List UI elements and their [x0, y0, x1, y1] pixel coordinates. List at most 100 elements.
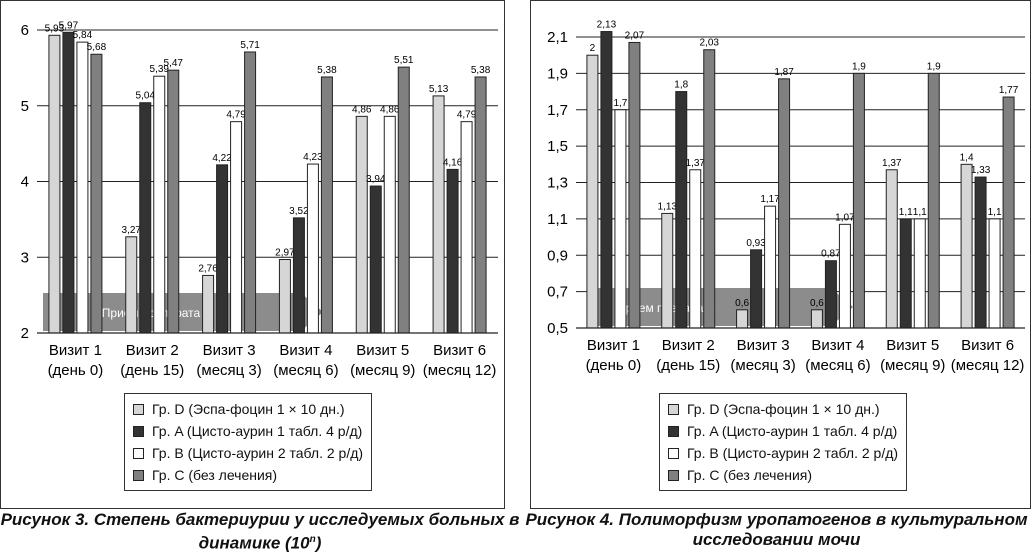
data-label: 2,97 — [275, 248, 295, 259]
data-label: 5,47 — [164, 58, 184, 69]
bar — [48, 34, 61, 334]
x-category-label: Визит 5 — [356, 342, 409, 359]
data-label: 1,4 — [960, 152, 974, 163]
bar — [600, 31, 613, 329]
y-tick-label: 0,5 — [547, 320, 568, 337]
bar — [810, 309, 823, 329]
legend-label: Гр. C (без лечения) — [687, 467, 813, 483]
bar — [689, 169, 702, 329]
bar — [153, 75, 166, 334]
caption-text: Рисунок 3. Степень бактериурии у исследу… — [0, 510, 520, 553]
bar — [397, 66, 410, 334]
x-category-label: (месяц 12) — [423, 362, 497, 379]
caption-text-end: ) — [315, 533, 322, 553]
y-tick-label: 5 — [21, 98, 29, 115]
bar — [76, 41, 89, 334]
data-label: 5,04 — [136, 91, 156, 102]
bar — [369, 185, 382, 334]
data-label: 5,93 — [45, 23, 65, 34]
bar — [703, 49, 716, 329]
data-label: 5,13 — [429, 84, 449, 95]
bar — [125, 236, 138, 334]
bar — [383, 115, 396, 334]
caption-superscript: n — [309, 534, 316, 545]
x-category-label: (день 0) — [48, 362, 104, 379]
data-label: 4,23 — [303, 152, 323, 163]
data-label: 0,6 — [735, 298, 749, 309]
x-category-label: Визит 2 — [662, 337, 715, 354]
legend-swatch — [133, 403, 144, 415]
legend-swatch — [668, 447, 679, 459]
bar — [614, 109, 627, 329]
x-category-label: Визит 1 — [49, 342, 102, 359]
bar — [885, 169, 898, 329]
data-label: 2,76 — [198, 263, 218, 274]
x-category-label: (месяц 6) — [273, 362, 338, 379]
bar — [432, 95, 445, 334]
data-label: 0,93 — [746, 238, 766, 249]
bar — [974, 176, 987, 329]
bar — [320, 76, 333, 334]
figure-caption-4: Рисунок 4. Полиморфизм уропатогенов в ку… — [520, 510, 1033, 550]
y-tick-label: 4 — [21, 174, 29, 191]
bar — [202, 274, 215, 334]
legend-label: Гр. C (без лечения) — [152, 467, 278, 483]
chart-panel-polymorphism: 0,50,70,91,11,31,51,71,92,1Прием препара… — [530, 0, 1031, 509]
legend-swatch — [133, 425, 144, 437]
data-label: 1,1 — [913, 207, 927, 218]
y-tick-label: 1,3 — [547, 175, 568, 192]
y-tick-label: 1,9 — [547, 65, 568, 82]
data-label: 1,7 — [613, 98, 627, 109]
bar — [824, 260, 837, 329]
legend: Гр. D (Эспа-фоцин 1 × 10 дн.) Гр. A (Цист… — [659, 393, 908, 491]
x-category-label: (месяц 3) — [196, 362, 261, 379]
legend-label: Гр. D (Эспа-фоцин 1 × 10 дн.) — [687, 401, 880, 417]
x-category-label: (месяц 3) — [730, 357, 795, 374]
bar — [474, 76, 487, 334]
data-label: 5,97 — [59, 20, 79, 31]
data-label: 5,84 — [73, 30, 93, 41]
data-label: 1,8 — [674, 80, 688, 91]
bar — [586, 54, 599, 329]
legend-label: Гр. D (Эспа-фоцин 1 × 10 дн.) — [152, 401, 345, 417]
x-category-label: Визит 4 — [279, 342, 332, 359]
bar — [446, 168, 459, 334]
data-label: 1,33 — [971, 165, 991, 176]
data-label: 4,86 — [380, 104, 400, 115]
data-label: 2,07 — [625, 30, 645, 41]
bar — [927, 72, 940, 329]
bar — [460, 121, 473, 334]
x-category-label: Визит 5 — [886, 337, 939, 354]
bar — [62, 31, 75, 334]
data-label: 1,77 — [999, 85, 1019, 96]
data-label: 4,16 — [443, 157, 463, 168]
data-label: 4,79 — [226, 110, 246, 121]
legend-label: Гр. B (Цисто-аурин 2 табл. 2 р/д) — [687, 445, 899, 461]
data-label: 1,1 — [988, 207, 1002, 218]
bar — [675, 91, 688, 329]
y-tick-label: 6 — [21, 22, 29, 39]
bar — [139, 102, 152, 334]
legend-swatch — [668, 403, 679, 415]
legend-item: Гр. C (без лечения) — [133, 464, 363, 486]
data-label: 1,87 — [774, 67, 794, 78]
data-label: 5,68 — [87, 42, 107, 53]
bar — [355, 115, 368, 334]
legend-item: Гр. A (Цисто-аурин 1 табл. 4 р/д) — [668, 420, 898, 442]
bar — [778, 78, 791, 329]
legend-swatch — [668, 425, 679, 437]
y-tick-label: 2,1 — [547, 29, 568, 46]
legend-item: Гр. B (Цисто-аурин 2 табл. 2 р/д) — [133, 442, 363, 464]
bar — [852, 72, 865, 329]
legend-item: Гр. B (Цисто-аурин 2 табл. 2 р/д) — [668, 442, 898, 464]
bar — [1002, 96, 1015, 329]
legend-label: Гр. A (Цисто-аурин 1 табл. 4 р/д) — [687, 423, 898, 439]
y-tick-label: 1,5 — [547, 138, 568, 155]
data-label: 3,94 — [366, 174, 386, 185]
data-label: 0,6 — [810, 298, 824, 309]
data-label: 3,52 — [289, 206, 309, 217]
x-category-label: Визит 6 — [433, 342, 486, 359]
caption-text: Рисунок 4. Полиморфизм уропатогенов в ку… — [525, 510, 1028, 549]
legend-swatch — [668, 469, 679, 481]
x-category-label: Визит 4 — [811, 337, 864, 354]
